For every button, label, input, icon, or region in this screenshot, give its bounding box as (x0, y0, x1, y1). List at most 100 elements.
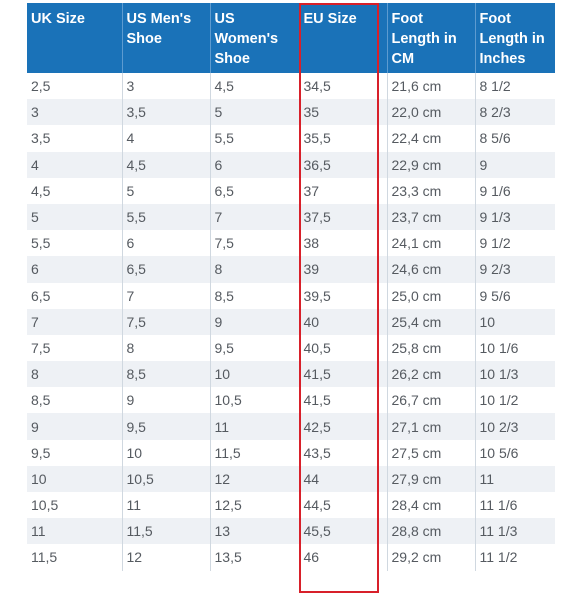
cell-foot-length-cm: 28,8 cm (387, 518, 476, 545)
cell-uk-size: 7 (27, 308, 123, 335)
cell-uk-size: 7,5 (27, 334, 123, 362)
cell-foot-length-cm: 27,5 cm (387, 439, 476, 466)
cell-uk-size: 8,5 (27, 387, 123, 414)
cell-foot-length-inches: 11 1/6 (475, 492, 555, 519)
cell-eu-size: 34,5 (299, 73, 388, 100)
cell-us-mens: 8,5 (122, 361, 211, 388)
cell-us-womens: 7 (210, 203, 300, 231)
header-us-mens: US Men's Shoe (122, 3, 211, 73)
cell-us-womens: 10 (210, 361, 300, 388)
table-row: 9,5 10 11,5 43,5 27,5 cm 10 5/6 (27, 439, 555, 466)
table-row: 6 6,5 8 39 24,6 cm 9 2/3 (27, 256, 555, 283)
cell-foot-length-cm: 25,0 cm (387, 282, 476, 309)
cell-foot-length-inches: 11 (475, 465, 555, 492)
cell-foot-length-inches: 10 1/2 (475, 387, 555, 414)
table-row: 3 3,5 5 35 22,0 cm 8 2/3 (27, 99, 555, 126)
cell-foot-length-cm: 25,8 cm (387, 334, 476, 362)
cell-eu-size: 36,5 (299, 151, 388, 178)
cell-us-mens: 5,5 (122, 203, 211, 231)
table-body: 2,5 3 4,5 34,5 21,6 cm 8 1/2 3 3,5 5 35 22,0 cm 8 2… (27, 73, 555, 571)
cell-uk-size: 11,5 (27, 544, 123, 571)
cell-us-mens: 3,5 (122, 99, 211, 126)
cell-foot-length-cm: 22,9 cm (387, 151, 476, 178)
cell-uk-size: 3,5 (27, 125, 123, 152)
table-row: 4 4,5 6 36,5 22,9 cm 9 (27, 151, 555, 178)
cell-uk-size: 10 (27, 465, 123, 492)
cell-foot-length-inches: 8 2/3 (475, 99, 555, 126)
size-chart: UK Size US Men's Shoe US Women's Shoe EU… (27, 3, 555, 571)
cell-eu-size: 37 (299, 177, 388, 204)
cell-eu-size: 41,5 (299, 387, 388, 414)
cell-foot-length-cm: 27,9 cm (387, 465, 476, 492)
cell-foot-length-inches: 10 (475, 308, 555, 335)
cell-us-womens: 10,5 (210, 387, 300, 414)
cell-foot-length-cm: 24,1 cm (387, 230, 476, 257)
cell-uk-size: 3 (27, 99, 123, 126)
cell-foot-length-inches: 11 1/3 (475, 518, 555, 545)
table-row: 7 7,5 9 40 25,4 cm 10 (27, 308, 555, 335)
cell-eu-size: 45,5 (299, 518, 388, 545)
cell-us-womens: 9,5 (210, 334, 300, 362)
cell-foot-length-inches: 9 1/6 (475, 177, 555, 204)
cell-uk-size: 4,5 (27, 177, 123, 204)
cell-uk-size: 9,5 (27, 439, 123, 466)
table-row: 9 9,5 11 42,5 27,1 cm 10 2/3 (27, 413, 555, 440)
cell-us-womens: 5 (210, 99, 300, 126)
header-foot-length-inches: Foot Length in Inches (475, 3, 555, 73)
table-row: 4,5 5 6,5 37 23,3 cm 9 1/6 (27, 177, 555, 204)
cell-uk-size: 4 (27, 151, 123, 178)
cell-foot-length-cm: 26,7 cm (387, 387, 476, 414)
cell-us-mens: 9 (122, 387, 211, 414)
cell-uk-size: 5 (27, 203, 123, 231)
table-row: 7,5 8 9,5 40,5 25,8 cm 10 1/6 (27, 334, 555, 362)
cell-uk-size: 2,5 (27, 73, 123, 100)
cell-foot-length-cm: 25,4 cm (387, 308, 476, 335)
cell-foot-length-cm: 29,2 cm (387, 544, 476, 571)
cell-us-womens: 13,5 (210, 544, 300, 571)
cell-us-womens: 8 (210, 256, 300, 283)
header-uk-size: UK Size (27, 3, 123, 73)
cell-us-womens: 4,5 (210, 73, 300, 100)
cell-foot-length-cm: 23,3 cm (387, 177, 476, 204)
cell-foot-length-inches: 10 1/3 (475, 361, 555, 388)
table-row: 5,5 6 7,5 38 24,1 cm 9 1/2 (27, 230, 555, 257)
cell-eu-size: 35 (299, 99, 388, 126)
cell-us-womens: 6 (210, 151, 300, 178)
cell-eu-size: 38 (299, 230, 388, 257)
size-table: UK Size US Men's Shoe US Women's Shoe EU… (27, 3, 555, 571)
cell-us-womens: 11 (210, 413, 300, 440)
cell-us-mens: 4,5 (122, 151, 211, 178)
cell-foot-length-cm: 27,1 cm (387, 413, 476, 440)
cell-eu-size: 39 (299, 256, 388, 283)
cell-us-mens: 3 (122, 73, 211, 100)
cell-us-womens: 11,5 (210, 439, 300, 466)
table-row: 6,5 7 8,5 39,5 25,0 cm 9 5/6 (27, 282, 555, 309)
cell-foot-length-inches: 8 1/2 (475, 73, 555, 100)
cell-eu-size: 35,5 (299, 125, 388, 152)
cell-foot-length-cm: 22,4 cm (387, 125, 476, 152)
cell-us-womens: 13 (210, 518, 300, 545)
cell-uk-size: 9 (27, 413, 123, 440)
cell-us-womens: 8,5 (210, 282, 300, 309)
cell-us-mens: 12 (122, 544, 211, 571)
cell-us-mens: 11,5 (122, 518, 211, 545)
cell-eu-size: 42,5 (299, 413, 388, 440)
cell-foot-length-cm: 22,0 cm (387, 99, 476, 126)
cell-us-womens: 7,5 (210, 230, 300, 257)
cell-uk-size: 6,5 (27, 282, 123, 309)
table-row: 2,5 3 4,5 34,5 21,6 cm 8 1/2 (27, 73, 555, 100)
cell-foot-length-cm: 23,7 cm (387, 203, 476, 231)
cell-foot-length-inches: 10 5/6 (475, 439, 555, 466)
table-row: 8,5 9 10,5 41,5 26,7 cm 10 1/2 (27, 387, 555, 414)
cell-foot-length-inches: 11 1/2 (475, 544, 555, 571)
cell-us-mens: 11 (122, 492, 211, 519)
cell-us-mens: 7,5 (122, 308, 211, 335)
cell-us-womens: 9 (210, 308, 300, 335)
cell-foot-length-inches: 8 5/6 (475, 125, 555, 152)
cell-us-mens: 8 (122, 334, 211, 362)
table-row: 10,5 11 12,5 44,5 28,4 cm 11 1/6 (27, 492, 555, 519)
cell-us-womens: 5,5 (210, 125, 300, 152)
table-row: 11,5 12 13,5 46 29,2 cm 11 1/2 (27, 544, 555, 571)
cell-eu-size: 39,5 (299, 282, 388, 309)
cell-us-mens: 6 (122, 230, 211, 257)
